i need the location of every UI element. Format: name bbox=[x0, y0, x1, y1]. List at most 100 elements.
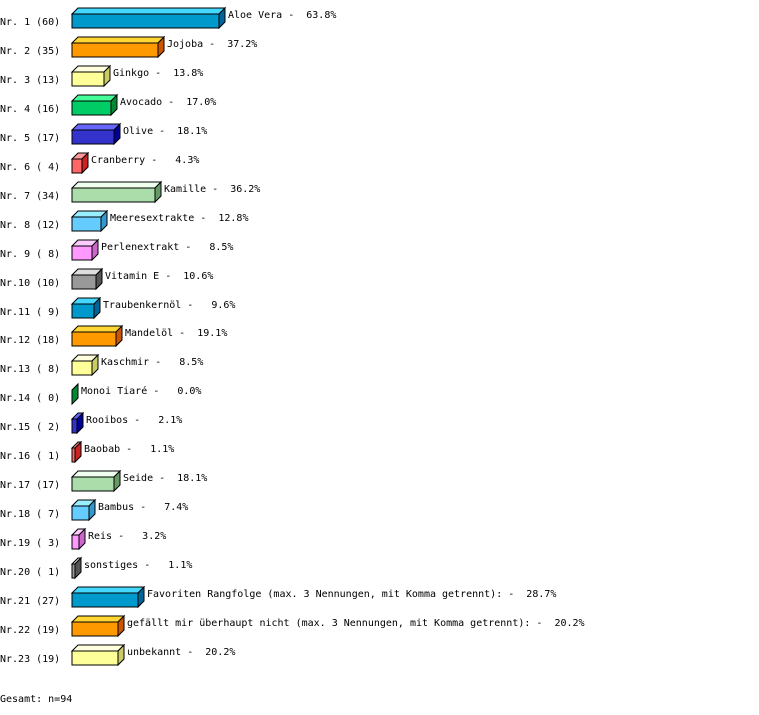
category-label: Nr.18 ( 7) bbox=[0, 509, 60, 520]
bar-side bbox=[100, 209, 108, 233]
bar bbox=[71, 129, 115, 145]
bar-side bbox=[91, 353, 99, 377]
category-label: Nr.20 ( 1) bbox=[0, 567, 60, 578]
bar-side bbox=[103, 64, 111, 88]
bar-side bbox=[117, 614, 125, 638]
value-label: Monoi Tiaré - 0.0% bbox=[81, 385, 201, 397]
bar bbox=[71, 505, 90, 521]
bar-side bbox=[71, 382, 79, 406]
bar-side bbox=[154, 180, 162, 204]
category-label: Nr. 2 (35) bbox=[0, 46, 60, 57]
value-label: Baobab - 1.1% bbox=[84, 444, 174, 455]
bar-top bbox=[70, 7, 227, 15]
bar bbox=[71, 476, 115, 492]
category-label: Nr.11 ( 9) bbox=[0, 307, 60, 318]
category-label: Nr. 5 (17) bbox=[0, 133, 60, 144]
bar bbox=[71, 100, 112, 116]
bar bbox=[71, 592, 139, 608]
category-label: Nr.10 (10) bbox=[0, 278, 60, 289]
bar-top bbox=[70, 470, 122, 478]
bar-side bbox=[74, 556, 82, 580]
value-label: gefällt mir überhaupt nicht (max. 3 Nenn… bbox=[127, 618, 585, 629]
category-label: Nr. 8 (12) bbox=[0, 220, 60, 231]
value-label: Kaschmir - 8.5% bbox=[101, 357, 203, 368]
bar-top bbox=[70, 644, 126, 652]
category-label: Nr.19 ( 3) bbox=[0, 538, 60, 549]
bar-side bbox=[93, 296, 101, 320]
bar bbox=[71, 216, 102, 232]
bar-side bbox=[110, 93, 118, 117]
bar-side bbox=[76, 411, 84, 435]
bar bbox=[71, 621, 119, 637]
value-label: Vitamin E - 10.6% bbox=[105, 271, 213, 282]
bar bbox=[71, 187, 156, 203]
bar bbox=[71, 650, 119, 666]
bar bbox=[71, 331, 117, 347]
value-label: Ginkgo - 13.8% bbox=[113, 68, 203, 79]
value-label: Favoriten Rangfolge (max. 3 Nennungen, m… bbox=[147, 589, 556, 600]
value-label: Jojoba - 37.2% bbox=[167, 39, 257, 50]
category-label: Nr. 6 ( 4) bbox=[0, 162, 60, 173]
value-label: Bambus - 7.4% bbox=[98, 502, 188, 513]
bar-side bbox=[81, 151, 89, 175]
category-label: Nr. 3 (13) bbox=[0, 75, 60, 86]
bar-top bbox=[70, 586, 146, 594]
category-label: Nr.16 ( 1) bbox=[0, 451, 60, 462]
value-label: Mandelöl - 19.1% bbox=[125, 328, 227, 339]
bar-side bbox=[218, 6, 226, 30]
bar-side bbox=[157, 35, 165, 59]
bar bbox=[71, 13, 220, 29]
category-label: Nr. 1 (60) bbox=[0, 17, 60, 28]
bar-side bbox=[78, 527, 86, 551]
value-label: Perlenextrakt - 8.5% bbox=[101, 242, 233, 253]
bar-top bbox=[70, 615, 126, 623]
bar-top bbox=[70, 325, 124, 333]
category-label: Nr.12 (18) bbox=[0, 335, 60, 346]
value-label: Kamille - 36.2% bbox=[164, 184, 260, 195]
bar bbox=[71, 418, 78, 434]
bar-side bbox=[117, 643, 125, 667]
category-label: Nr.22 (19) bbox=[0, 625, 60, 636]
bar bbox=[71, 42, 159, 58]
bar bbox=[71, 360, 93, 376]
value-label: Olive - 18.1% bbox=[123, 126, 207, 137]
value-label: unbekannt - 20.2% bbox=[127, 647, 235, 658]
category-label: Nr.23 (19) bbox=[0, 654, 60, 665]
bar-side bbox=[137, 585, 145, 609]
bar bbox=[71, 534, 80, 550]
bar-top bbox=[70, 181, 163, 189]
category-label: Nr.21 (27) bbox=[0, 596, 60, 607]
value-label: Traubenkernöl - 9.6% bbox=[103, 300, 235, 311]
bar-top bbox=[70, 123, 122, 131]
value-label: Rooibos - 2.1% bbox=[86, 415, 182, 426]
value-label: Avocado - 17.0% bbox=[120, 97, 216, 108]
value-label: Aloe Vera - 63.8% bbox=[228, 10, 336, 21]
bar-side bbox=[88, 498, 96, 522]
bar-side bbox=[95, 267, 103, 291]
bar bbox=[71, 158, 83, 174]
category-label: Nr. 9 ( 8) bbox=[0, 249, 60, 260]
bar-top bbox=[70, 94, 119, 102]
category-label: Nr.15 ( 2) bbox=[0, 422, 60, 433]
bar bbox=[71, 274, 97, 290]
category-label: Nr.13 ( 8) bbox=[0, 364, 60, 375]
category-label: Nr.14 ( 0) bbox=[0, 393, 60, 404]
total-label: Gesamt: n=94 bbox=[0, 694, 72, 705]
category-label: Nr. 7 (34) bbox=[0, 191, 60, 202]
bar-side bbox=[113, 469, 121, 493]
value-label: sonstiges - 1.1% bbox=[84, 560, 192, 571]
category-label: Nr.17 (17) bbox=[0, 480, 60, 491]
category-label: Nr. 4 (16) bbox=[0, 104, 60, 115]
bar bbox=[71, 245, 93, 261]
bar-side bbox=[115, 324, 123, 348]
bar-side bbox=[74, 440, 82, 464]
bar-side bbox=[113, 122, 121, 146]
value-label: Seide - 18.1% bbox=[123, 473, 207, 484]
bar-side bbox=[91, 238, 99, 262]
bar bbox=[71, 303, 95, 319]
value-label: Cranberry - 4.3% bbox=[91, 155, 199, 166]
bar bbox=[71, 71, 105, 87]
value-label: Meeresextrakte - 12.8% bbox=[110, 213, 248, 224]
bar-top bbox=[70, 36, 166, 44]
